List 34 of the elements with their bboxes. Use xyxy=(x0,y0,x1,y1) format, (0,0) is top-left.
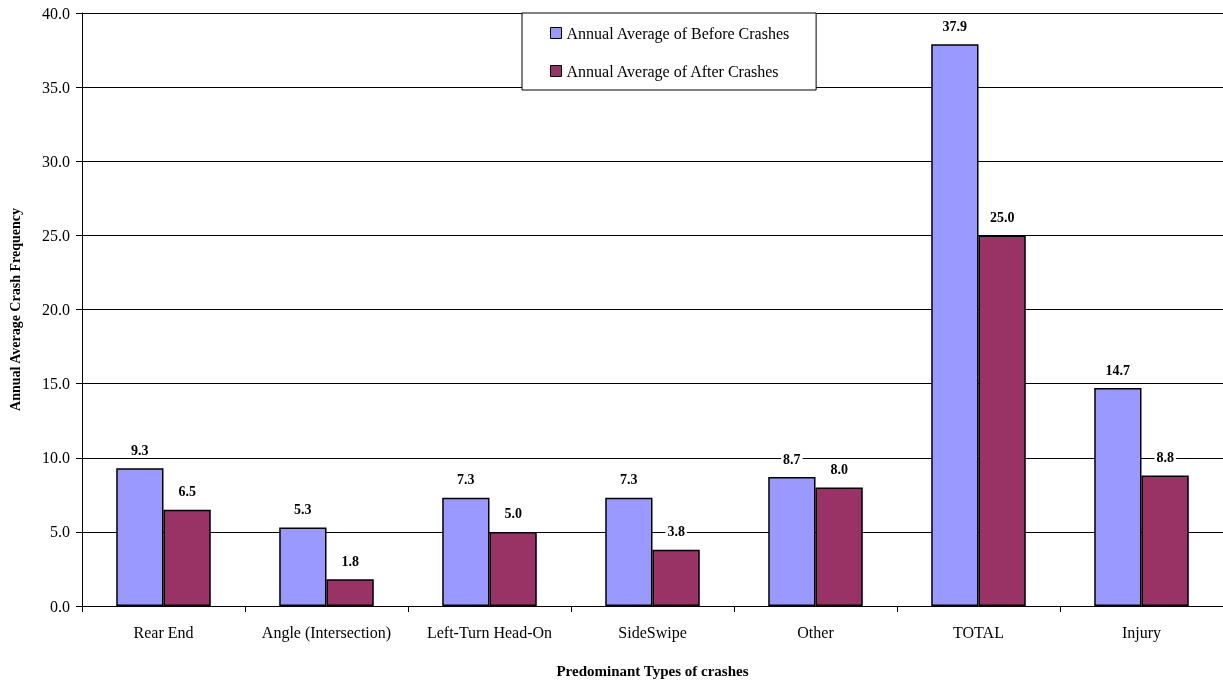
y-tick-label: 35.0 xyxy=(42,78,70,96)
data-label: 14.7 xyxy=(1105,362,1131,378)
x-tick-label: Left-Turn Head-On xyxy=(426,623,553,641)
data-label: 25.0 xyxy=(989,209,1015,225)
y-tick-label: 25.0 xyxy=(42,226,70,244)
data-label: 8.7 xyxy=(783,451,801,467)
x-tick-label: Rear End xyxy=(133,623,194,641)
x-tick-label: Other xyxy=(797,623,835,641)
y-tick-label: 20.0 xyxy=(42,301,70,318)
y-tick-label: 10.0 xyxy=(42,449,70,467)
data-label: 7.3 xyxy=(457,472,475,488)
data-label: 3.8 xyxy=(667,524,685,540)
data-label: 6.5 xyxy=(178,484,196,500)
y-tick-label: 30.0 xyxy=(42,152,70,170)
data-label: 5.3 xyxy=(294,501,312,517)
x-tick-label: TOTAL xyxy=(953,623,1004,641)
data-label: 8.8 xyxy=(1156,450,1174,466)
y-tick-label: 15.0 xyxy=(42,375,70,393)
y-tick-label: 0.0 xyxy=(50,597,70,615)
x-tick-label: SideSwipe xyxy=(618,623,687,642)
data-label: 37.9 xyxy=(942,18,968,34)
data-label: 9.3 xyxy=(131,442,149,458)
legend-label: Annual Average of After Crashes xyxy=(566,62,779,81)
y-axis-title: Annual Average Crash Frequency xyxy=(7,208,23,411)
data-label: 1.8 xyxy=(341,553,359,569)
data-label: 8.0 xyxy=(830,461,848,477)
y-tick-label: 5.0 xyxy=(50,523,70,541)
x-tick-label: Injury xyxy=(1121,623,1162,642)
x-axis-title: Predominant Types of crashes xyxy=(556,662,749,679)
data-label: 5.0 xyxy=(504,506,522,522)
legend-label: Annual Average of Before Crashes xyxy=(566,24,790,43)
x-tick-label: Angle (Intersection) xyxy=(261,623,392,642)
data-label: 7.3 xyxy=(620,472,638,488)
y-tick-label: 40.0 xyxy=(42,4,70,22)
